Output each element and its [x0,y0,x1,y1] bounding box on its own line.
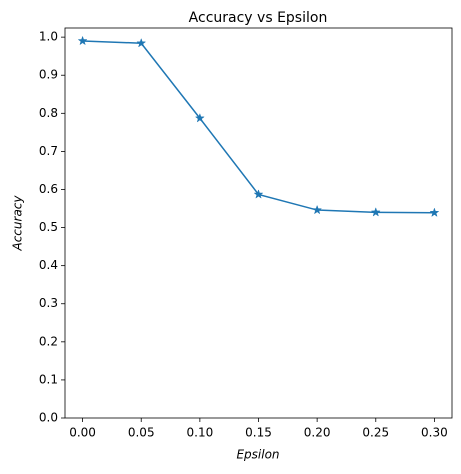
y-tick-label: 0.8 [39,106,58,120]
y-tick-label: 0.5 [39,220,58,234]
x-tick-label: 0.20 [304,426,331,440]
y-tick-label: 0.6 [39,182,58,196]
y-tick-label: 0.4 [39,258,58,272]
plot-frame [64,27,453,419]
y-tick-label: 0.0 [39,411,58,425]
y-tick-label: 1.0 [39,30,58,44]
x-tick-label: 0.15 [245,426,272,440]
series-line [82,40,435,214]
point-marker [253,189,264,199]
x-tick-label: 0.25 [362,426,389,440]
point-marker [77,35,88,46]
y-tick-label: 0.3 [39,296,58,310]
y-tick-label: 0.1 [39,372,58,386]
x-tick-label: 0.30 [421,426,448,440]
y-tick-label: 0.7 [39,144,58,158]
point-marker [429,207,440,217]
x-tick-label: 0.05 [128,426,155,440]
y-tick-label: 0.2 [39,334,58,348]
y-axis-label: Accuracy [11,195,25,252]
y-tick-label: 0.9 [39,68,58,82]
x-tick-label: 0.00 [69,426,96,440]
x-tick-label: 0.10 [187,426,214,440]
chart-title: Accuracy vs Epsilon [189,10,328,26]
point-marker [136,37,147,48]
point-marker [370,207,381,217]
x-axis-label: Epsilon [236,448,279,462]
point-marker [312,204,323,215]
point-marker [194,112,205,123]
